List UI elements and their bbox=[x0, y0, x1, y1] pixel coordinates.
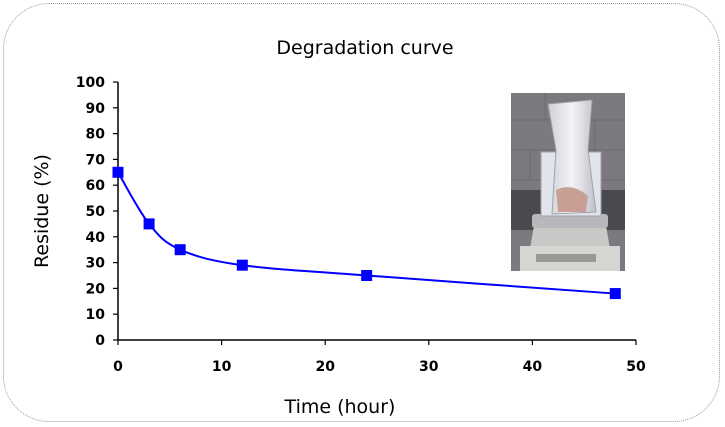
y-tick-label: 40 bbox=[86, 230, 106, 246]
x-tick-label: 0 bbox=[113, 359, 123, 375]
y-tick-label: 90 bbox=[86, 101, 106, 117]
y-axis-ticks: 0 10 20 30 40 50 60 70 80 90 100 bbox=[76, 75, 118, 349]
data-point-marker bbox=[112, 166, 124, 178]
y-tick-label: 80 bbox=[86, 127, 106, 143]
y-tick-label: 30 bbox=[86, 256, 106, 272]
data-point-marker bbox=[609, 288, 621, 300]
y-tick-label: 50 bbox=[86, 204, 106, 220]
x-tick-label: 10 bbox=[212, 359, 232, 375]
data-point-marker bbox=[361, 270, 373, 281]
x-tick-label: 50 bbox=[626, 359, 646, 375]
data-point-marker bbox=[143, 218, 155, 230]
y-tick-label: 20 bbox=[86, 281, 106, 297]
data-point-marker bbox=[174, 244, 186, 256]
x-tick-label: 40 bbox=[523, 359, 543, 375]
x-axis-ticks: 0 10 20 30 40 50 bbox=[113, 340, 646, 375]
x-tick-label: 20 bbox=[315, 359, 335, 375]
series-residue bbox=[112, 166, 621, 300]
y-axis-label: Residue (%) bbox=[31, 154, 53, 268]
y-tick-label: 100 bbox=[76, 75, 105, 91]
chart-title: Degradation curve bbox=[276, 37, 453, 59]
y-tick-label: 10 bbox=[86, 307, 106, 323]
data-point-marker bbox=[236, 259, 248, 271]
x-axis-label: Time (hour) bbox=[284, 396, 396, 418]
y-tick-label: 70 bbox=[86, 152, 106, 168]
y-tick-label: 0 bbox=[95, 333, 105, 349]
inset-photo bbox=[511, 93, 625, 271]
x-tick-label: 30 bbox=[419, 359, 439, 375]
y-tick-label: 60 bbox=[86, 178, 106, 194]
